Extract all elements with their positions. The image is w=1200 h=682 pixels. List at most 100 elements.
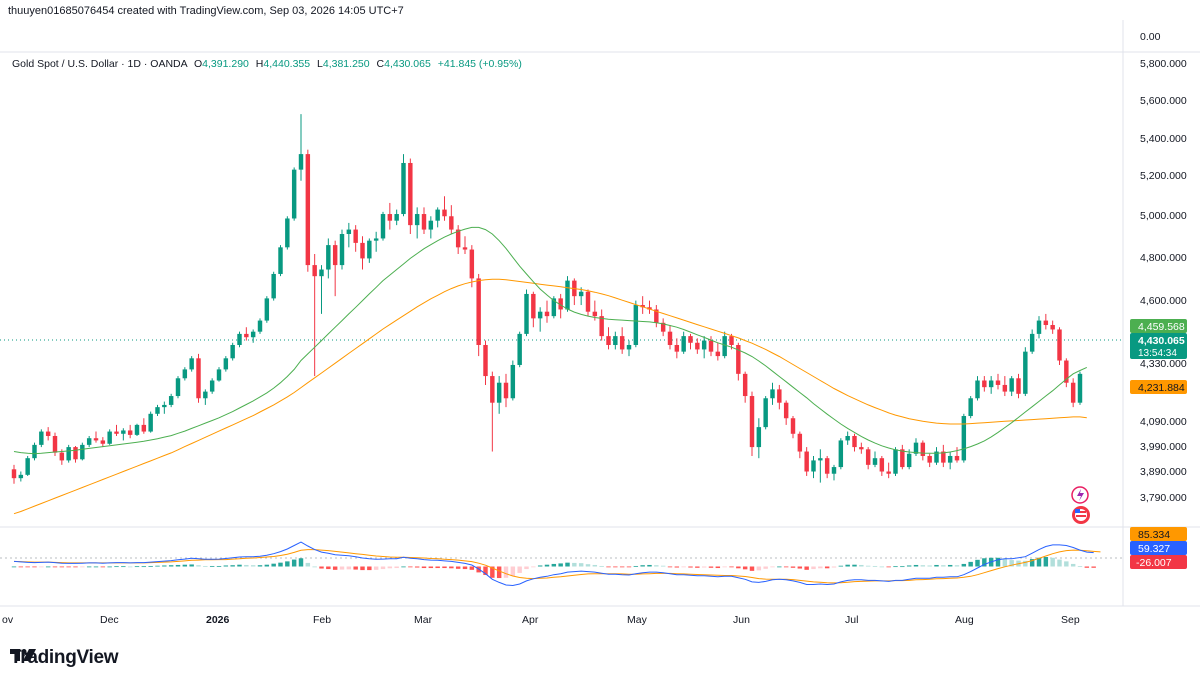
macd-histogram-bar — [319, 566, 324, 569]
macd-histogram-value: -26.007 — [1136, 557, 1172, 569]
tradingview-footer[interactable]: TradingView — [10, 647, 119, 669]
candle-body — [264, 298, 270, 321]
candle-body — [879, 458, 885, 472]
macd-histogram-bar — [141, 566, 147, 568]
macd-histogram-bar — [797, 566, 803, 569]
macd-histogram-bar — [134, 566, 140, 568]
candle-body — [1036, 320, 1042, 334]
candle-body — [934, 451, 939, 463]
macd-histogram-bar — [305, 562, 311, 567]
macd-histogram-bar — [271, 563, 276, 567]
close-value: 4,430.065 — [384, 58, 431, 70]
macd-histogram-bar — [373, 566, 379, 570]
macd-histogram-bar — [1077, 566, 1083, 568]
ma-slow-value: 4,231.884 — [1138, 382, 1185, 394]
earnings-event-icon[interactable] — [1071, 486, 1089, 504]
candle-body — [640, 305, 645, 308]
candle-body — [920, 442, 926, 456]
candle-body — [558, 298, 563, 310]
macd-histogram-bar — [749, 566, 755, 571]
macd-histogram-bar — [551, 563, 557, 567]
candle-body — [326, 245, 331, 270]
macd-histogram-bar — [490, 566, 495, 578]
candle-body — [332, 245, 338, 266]
open-value: 4,391.290 — [202, 58, 249, 70]
macd-histogram-bar — [913, 564, 919, 567]
macd-histogram-bar — [578, 563, 584, 567]
candle-body — [45, 431, 51, 436]
candle-body — [859, 447, 864, 450]
macd-histogram-bar — [524, 566, 529, 570]
macd-histogram-bar — [189, 564, 194, 567]
macd-histogram-bar — [230, 565, 235, 567]
macd-histogram-bar — [209, 565, 215, 567]
price-tick: 3,890.000 — [1140, 466, 1187, 478]
macd-histogram-bar — [1023, 560, 1028, 567]
candle-body — [947, 455, 953, 463]
ma-slow-line — [13, 278, 1087, 515]
macd-histogram-bar — [537, 565, 543, 567]
us-economic-event-icon[interactable] — [1072, 506, 1090, 524]
candle-body — [954, 455, 960, 461]
macd-histogram-bar — [18, 566, 24, 568]
candle-body — [114, 431, 119, 434]
macd-histogram-bar — [954, 565, 960, 567]
time-tick: Jun — [733, 614, 750, 626]
macd-histogram-bar — [688, 566, 693, 568]
macd-histogram-bar — [1064, 561, 1069, 567]
macd-histogram-bar — [647, 564, 652, 567]
macd-histogram-bar — [449, 566, 454, 569]
candle-body — [551, 298, 557, 317]
macd-histogram-bar — [1084, 566, 1090, 568]
time-tick: Jul — [845, 614, 858, 626]
candle-body — [797, 433, 803, 452]
macd-histogram-bar — [838, 565, 844, 567]
macd-histogram-bar — [401, 566, 406, 568]
macd-histogram-bar — [941, 565, 946, 567]
macd-histogram-bar — [920, 565, 926, 567]
candle-body — [872, 458, 878, 465]
macd-histogram-bar — [865, 565, 871, 567]
candle-body — [831, 467, 837, 474]
moving-averages — [13, 226, 1088, 515]
price-chart[interactable]: 0.00 5,800.000 5,600.000 5,400.000 5,200… — [0, 0, 1200, 640]
macd-histogram-bar — [804, 566, 809, 570]
macd-histogram-bar — [100, 566, 106, 568]
macd-histogram-bar — [127, 566, 133, 568]
candle-body — [305, 154, 311, 266]
candle-body — [599, 316, 604, 337]
candle-body — [380, 214, 386, 239]
price-tick: 5,600.000 — [1140, 95, 1187, 107]
candle-body — [18, 474, 24, 479]
macd-histogram-bar — [168, 565, 174, 567]
candle-body — [162, 404, 167, 408]
macd-histogram-bar — [339, 566, 345, 570]
macd-histogram-bar — [510, 566, 516, 576]
macd-histogram-bar — [900, 566, 905, 568]
macd-histogram-bar — [1009, 560, 1014, 567]
macd-histogram-bar — [715, 566, 721, 569]
candle-body — [490, 376, 495, 403]
macd-histogram-bar — [674, 566, 680, 568]
candle-body — [742, 373, 748, 397]
price-tick: 5,000.000 — [1140, 210, 1187, 222]
macd-histogram-bar — [633, 565, 639, 567]
candle-body — [483, 344, 488, 377]
macd-histogram-bar — [414, 566, 420, 568]
candle-body — [339, 234, 345, 266]
candle-body — [189, 358, 194, 370]
price-tick: 4,600.000 — [1140, 295, 1187, 307]
candle-body — [148, 413, 153, 432]
candle-body — [763, 398, 768, 428]
macd-histogram-bar — [831, 566, 837, 568]
candle-body — [196, 358, 201, 399]
macd-histogram-bar — [982, 558, 987, 567]
candle-body — [155, 407, 160, 414]
candle-body — [285, 218, 290, 248]
symbol-legend: Gold Spot / U.S. Dollar · 1D · OANDA O4,… — [12, 58, 522, 70]
candle-body — [818, 458, 823, 461]
macd-histogram-bar — [496, 566, 502, 579]
candle-body — [257, 320, 263, 332]
candle-body — [893, 449, 898, 474]
macd-signal-line — [13, 549, 1101, 584]
